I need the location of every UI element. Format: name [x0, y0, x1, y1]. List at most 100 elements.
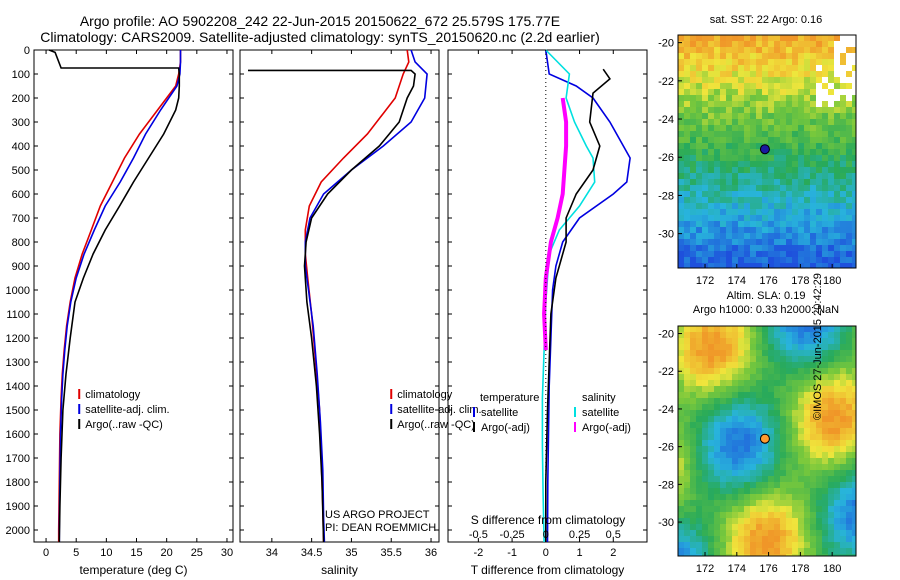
map-cell: [792, 257, 798, 263]
map-cell: [696, 506, 702, 512]
map-cell: [756, 500, 762, 506]
map-cell: [738, 458, 744, 464]
map-cell: [780, 167, 786, 173]
map-cell: [702, 173, 708, 179]
map-cell: [756, 65, 762, 71]
map-cell: [756, 131, 762, 137]
map-cell: [828, 119, 834, 125]
map-cell: [708, 179, 714, 185]
map-cell: [714, 143, 720, 149]
map-cell: [828, 410, 834, 416]
map-cell: [684, 209, 690, 215]
map-cell: [720, 221, 726, 227]
map-cell: [810, 71, 816, 77]
map-cell: [756, 197, 762, 203]
map-cell: [852, 530, 856, 536]
map-cell: [708, 95, 714, 101]
map-cell: [780, 326, 786, 332]
map-cell: [792, 326, 798, 332]
map-cell: [816, 362, 822, 368]
map-cell: [786, 137, 792, 143]
map-cell: [768, 41, 774, 47]
map-cell: [726, 530, 732, 536]
map-cell: [750, 386, 756, 392]
map-cell: [852, 356, 856, 362]
map-cell: [720, 440, 726, 446]
map-cell: [744, 500, 750, 506]
map-cell: [840, 119, 846, 125]
map-cell: [690, 500, 696, 506]
map-cell: [696, 554, 702, 556]
map-cell: [684, 458, 690, 464]
map-cell: [810, 458, 816, 464]
map-cell: [810, 434, 816, 440]
map-cell: [816, 506, 822, 512]
map-cell: [708, 263, 714, 268]
map-cell: [840, 428, 846, 434]
map-cell: [702, 203, 708, 209]
map-cell: [726, 107, 732, 113]
map-cell: [774, 548, 780, 554]
map-cell: [792, 380, 798, 386]
map-cell: [810, 368, 816, 374]
map-cell: [822, 464, 828, 470]
map-cell: [744, 233, 750, 239]
map-cell: [732, 197, 738, 203]
map-cell: [846, 155, 852, 161]
map-cell: [708, 245, 714, 251]
map-cell: [840, 344, 846, 350]
map-cell: [780, 362, 786, 368]
map-cell: [780, 233, 786, 239]
map-cell: [678, 41, 684, 47]
map-cell: [774, 350, 780, 356]
map-cell: [804, 137, 810, 143]
map-cell: [804, 530, 810, 536]
map-cell: [756, 95, 762, 101]
map-cell: [738, 257, 744, 263]
map-cell: [714, 125, 720, 131]
map-cell: [738, 482, 744, 488]
map-cell: [852, 131, 856, 137]
map-cell: [690, 41, 696, 47]
map-cell: [720, 356, 726, 362]
map-cell: [720, 458, 726, 464]
map-cell: [732, 149, 738, 155]
map-cell: [744, 65, 750, 71]
map-cell: [816, 554, 822, 556]
map-cell: [732, 458, 738, 464]
map-cell: [762, 338, 768, 344]
map-cell: [708, 512, 714, 518]
map-cell: [756, 440, 762, 446]
map-cell: [816, 386, 822, 392]
map-cell: [750, 428, 756, 434]
map-cell: [780, 452, 786, 458]
map-cell: [816, 398, 822, 404]
map-cell: [684, 131, 690, 137]
map-cell: [798, 167, 804, 173]
map-cell: [852, 350, 856, 356]
map-cell: [816, 125, 822, 131]
map-cell: [708, 524, 714, 530]
lat-tick-label: -20: [658, 329, 674, 341]
map-cell: [684, 386, 690, 392]
map-cell: [714, 326, 720, 332]
map-cell: [840, 332, 846, 338]
map-cell: [792, 167, 798, 173]
map-cell: [780, 518, 786, 524]
map-cell: [762, 89, 768, 95]
map-cell: [726, 554, 732, 556]
map-cell: [822, 185, 828, 191]
map-cell: [840, 197, 846, 203]
map-cell: [840, 113, 846, 119]
map-cell: [822, 398, 828, 404]
map-cell: [774, 53, 780, 59]
map-cell: [852, 263, 856, 268]
map-cell: [804, 41, 810, 47]
map-cell: [810, 155, 816, 161]
map-cell: [708, 548, 714, 554]
map-cell: [786, 368, 792, 374]
map-cell: [816, 464, 822, 470]
map-cell: [678, 89, 684, 95]
map-cell: [750, 500, 756, 506]
map-cell: [768, 203, 774, 209]
